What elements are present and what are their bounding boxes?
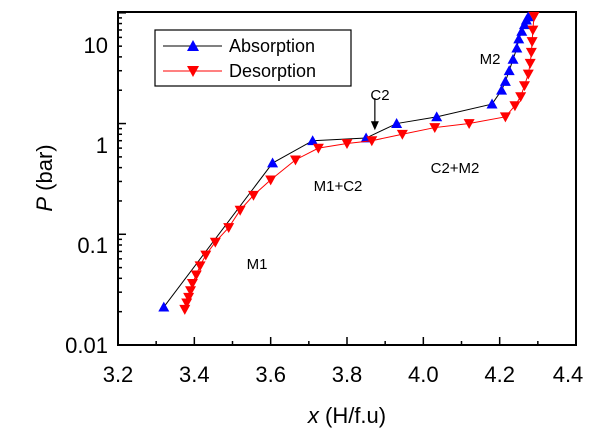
x-tick-label: 4.2 (484, 362, 515, 387)
data-point-desorption (526, 37, 538, 48)
annotation-m1: M1 (247, 256, 268, 273)
data-point-desorption (522, 69, 534, 80)
x-tick-label: 4.4 (553, 362, 584, 387)
x-tick-label: 3.6 (255, 362, 286, 387)
data-point-desorption (185, 286, 197, 297)
data-point-desorption (509, 101, 521, 112)
data-point-desorption (429, 123, 441, 134)
legend-item-desorption: Desorption (163, 61, 316, 81)
data-point-absorption (486, 98, 498, 109)
data-point-desorption (200, 250, 212, 261)
data-point-absorption (431, 111, 443, 122)
data-point-desorption (312, 143, 324, 154)
legend-marker-desorption-icon (187, 66, 199, 77)
data-point-desorption (515, 92, 527, 103)
data-point-absorption (499, 75, 511, 86)
data-point-absorption (503, 65, 515, 76)
data-point-absorption (507, 53, 519, 64)
data-point-desorption (499, 112, 511, 123)
c2-arrow (370, 98, 379, 131)
data-point-desorption (190, 270, 202, 281)
legend-marker-absorption-icon (187, 40, 199, 51)
y-axis-unit: (bar) (32, 144, 57, 197)
legend-label-absorption: Absorption (229, 36, 315, 56)
data-point-desorption (396, 129, 408, 140)
data-point-absorption (496, 84, 508, 95)
data-point-desorption (366, 136, 378, 147)
data-point-desorption (525, 47, 537, 58)
data-point-desorption (518, 81, 530, 92)
y-tick-label: 1 (96, 133, 108, 158)
data-point-desorption (194, 261, 206, 272)
y-tick-labels: 0.01 0.1 1 10 (65, 33, 108, 358)
data-point-desorption (524, 58, 536, 69)
annotations: M1 M1+C2 C2 C2+M2 M2 (247, 51, 501, 273)
data-point-absorption (307, 135, 319, 146)
y-axis-variable: P (32, 197, 57, 212)
data-point-desorption (186, 279, 198, 289)
y-axis-title: P (bar) (32, 144, 57, 211)
x-axis-variable: x (307, 403, 320, 428)
annotation-m2: M2 (480, 51, 501, 68)
data-point-desorption (527, 25, 539, 36)
x-tick-labels: 3.2 3.4 3.6 3.8 4.0 4.2 4.4 (103, 362, 584, 387)
annotation-m1-c2: M1+C2 (314, 178, 363, 195)
x-tick-label: 3.2 (103, 362, 134, 387)
data-point-desorption (463, 119, 475, 130)
legend-box (154, 29, 352, 87)
x-axis-title: x (H/f.u) (307, 403, 386, 428)
data-point-desorption (179, 304, 191, 315)
y-tick-label: 0.1 (77, 233, 108, 258)
annotation-c2: C2 (370, 87, 389, 104)
y-tick-label: 10 (84, 33, 108, 58)
data-point-desorption (247, 190, 259, 201)
data-point-absorption (516, 25, 528, 36)
legend: Absorption Desorption (154, 29, 352, 87)
legend-label-desorption: Desorption (229, 61, 316, 81)
x-tick-label: 3.8 (332, 362, 363, 387)
data-point-desorption (209, 237, 221, 248)
data-point-absorption (267, 157, 279, 168)
data-point-absorption (513, 33, 525, 44)
annotation-c2-m2: C2+M2 (431, 160, 480, 177)
y-tick-label: 0.01 (65, 333, 108, 358)
x-tick-label: 3.4 (179, 362, 210, 387)
axis-ticks (117, 12, 577, 346)
data-point-desorption (289, 155, 301, 166)
arrow-head (370, 121, 379, 131)
data-point-absorption (158, 301, 170, 312)
data-point-desorption (341, 139, 353, 150)
data-point-desorption (183, 292, 195, 303)
data-point-absorption (391, 118, 403, 128)
data-point-absorption (511, 42, 523, 53)
x-axis-unit: (H/f.u) (319, 403, 386, 428)
series-layer (158, 11, 540, 315)
legend-item-absorption: Absorption (163, 36, 315, 56)
data-point-desorption (223, 223, 235, 234)
data-point-absorption (522, 11, 534, 22)
data-point-desorption (265, 175, 277, 186)
data-point-desorption (234, 205, 246, 216)
data-point-desorption (528, 11, 540, 22)
x-tick-label: 4.0 (408, 362, 439, 387)
